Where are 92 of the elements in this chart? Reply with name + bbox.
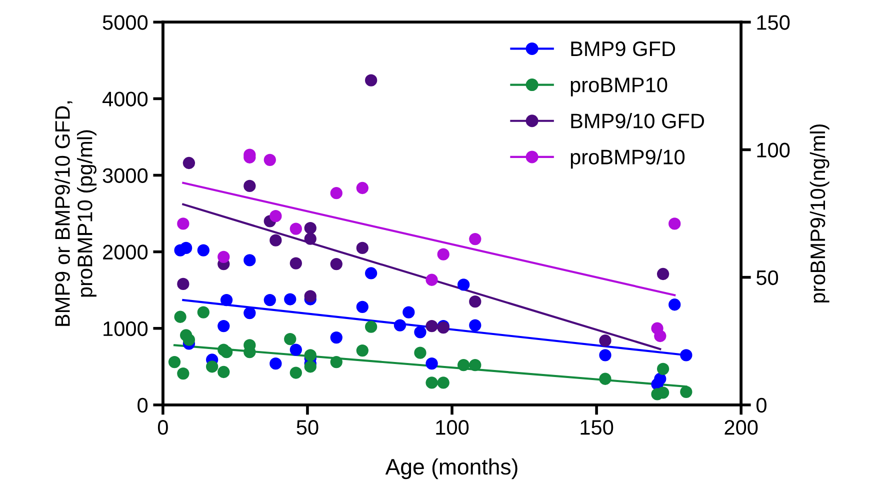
- point: [182, 156, 196, 170]
- point: [304, 290, 316, 302]
- point: [656, 362, 670, 376]
- x-tick-label: 50: [296, 420, 318, 435]
- point: [469, 319, 482, 332]
- point: [458, 278, 470, 291]
- x-tick-label: 0: [158, 420, 168, 435]
- point: [599, 334, 612, 347]
- point: [330, 331, 342, 344]
- point: [426, 320, 438, 332]
- point: [206, 360, 218, 373]
- point: [270, 358, 282, 370]
- point: [197, 306, 210, 318]
- x-tick-label: 200: [724, 420, 758, 435]
- point: [330, 356, 342, 368]
- legend-label: proBMP9/10: [570, 149, 685, 169]
- y-tick-label: 0: [138, 398, 148, 413]
- point: [330, 187, 342, 200]
- point: [365, 74, 378, 86]
- y2-tick-label: 0: [756, 398, 766, 413]
- y-tick-label: 4000: [102, 92, 148, 106]
- point: [356, 300, 368, 313]
- point: [414, 346, 426, 359]
- point: [218, 366, 230, 378]
- point: [284, 293, 296, 306]
- point: [469, 232, 482, 246]
- point: [654, 330, 666, 342]
- point: [182, 334, 196, 346]
- x-axis-title: Age (months): [385, 458, 518, 480]
- point: [402, 306, 415, 318]
- point: [270, 234, 282, 246]
- point: [284, 333, 296, 346]
- legend-label: proBMP10: [570, 78, 668, 96]
- point: [656, 268, 670, 280]
- point: [426, 358, 438, 370]
- point: [220, 346, 233, 358]
- point: [168, 356, 181, 368]
- y2-tick-label: 100: [757, 142, 790, 158]
- point: [437, 376, 450, 389]
- point: [394, 319, 406, 332]
- point: [365, 320, 378, 333]
- point: [599, 372, 612, 385]
- y-axis-title: BMP9 or BMP9/10 GFD, proBMP10 (pg/ml): [54, 101, 96, 326]
- point: [414, 326, 426, 338]
- point: [330, 258, 342, 270]
- point: [356, 242, 368, 254]
- point: [356, 182, 368, 194]
- y-tick-label: 3000: [102, 168, 148, 183]
- legend-label: BMP9 GFD: [571, 41, 676, 56]
- legend-label: BMP9/10 GFD: [571, 113, 704, 128]
- point: [680, 386, 692, 398]
- point: [426, 274, 438, 286]
- point: [174, 310, 186, 323]
- point: [270, 210, 282, 222]
- point: [290, 366, 302, 379]
- point: [177, 367, 190, 380]
- point: [177, 218, 190, 230]
- x-tick-label: 100: [436, 420, 469, 435]
- point: [218, 320, 230, 332]
- point: [264, 154, 276, 166]
- y2-axis-title: proBMP9/10(ng/ml): [810, 124, 830, 302]
- point: [244, 306, 256, 320]
- point: [304, 222, 316, 234]
- point: [458, 359, 470, 372]
- point: [197, 244, 210, 256]
- point: [218, 250, 230, 263]
- point: [356, 344, 368, 357]
- point: [668, 218, 681, 230]
- y-tick-label: 2000: [103, 244, 148, 260]
- point: [264, 294, 276, 306]
- point: [220, 294, 233, 306]
- y-tick-label: 5000: [102, 15, 148, 30]
- x-tick-label: 150: [580, 420, 614, 435]
- y-tick-label: 1000: [104, 321, 148, 336]
- y2-tick-label: 50: [756, 270, 778, 286]
- point: [426, 376, 438, 389]
- point: [244, 180, 256, 192]
- point: [437, 248, 450, 260]
- point: [469, 359, 482, 372]
- point: [365, 267, 378, 280]
- point: [244, 254, 256, 266]
- point: [290, 257, 302, 270]
- point: [469, 295, 482, 308]
- y2-tick-label: 150: [757, 15, 790, 30]
- point: [290, 344, 302, 356]
- point: [290, 222, 302, 235]
- point: [177, 278, 190, 290]
- point: [680, 349, 692, 362]
- point: [599, 349, 612, 362]
- point: [180, 242, 192, 254]
- point: [304, 232, 316, 245]
- point: [668, 298, 681, 311]
